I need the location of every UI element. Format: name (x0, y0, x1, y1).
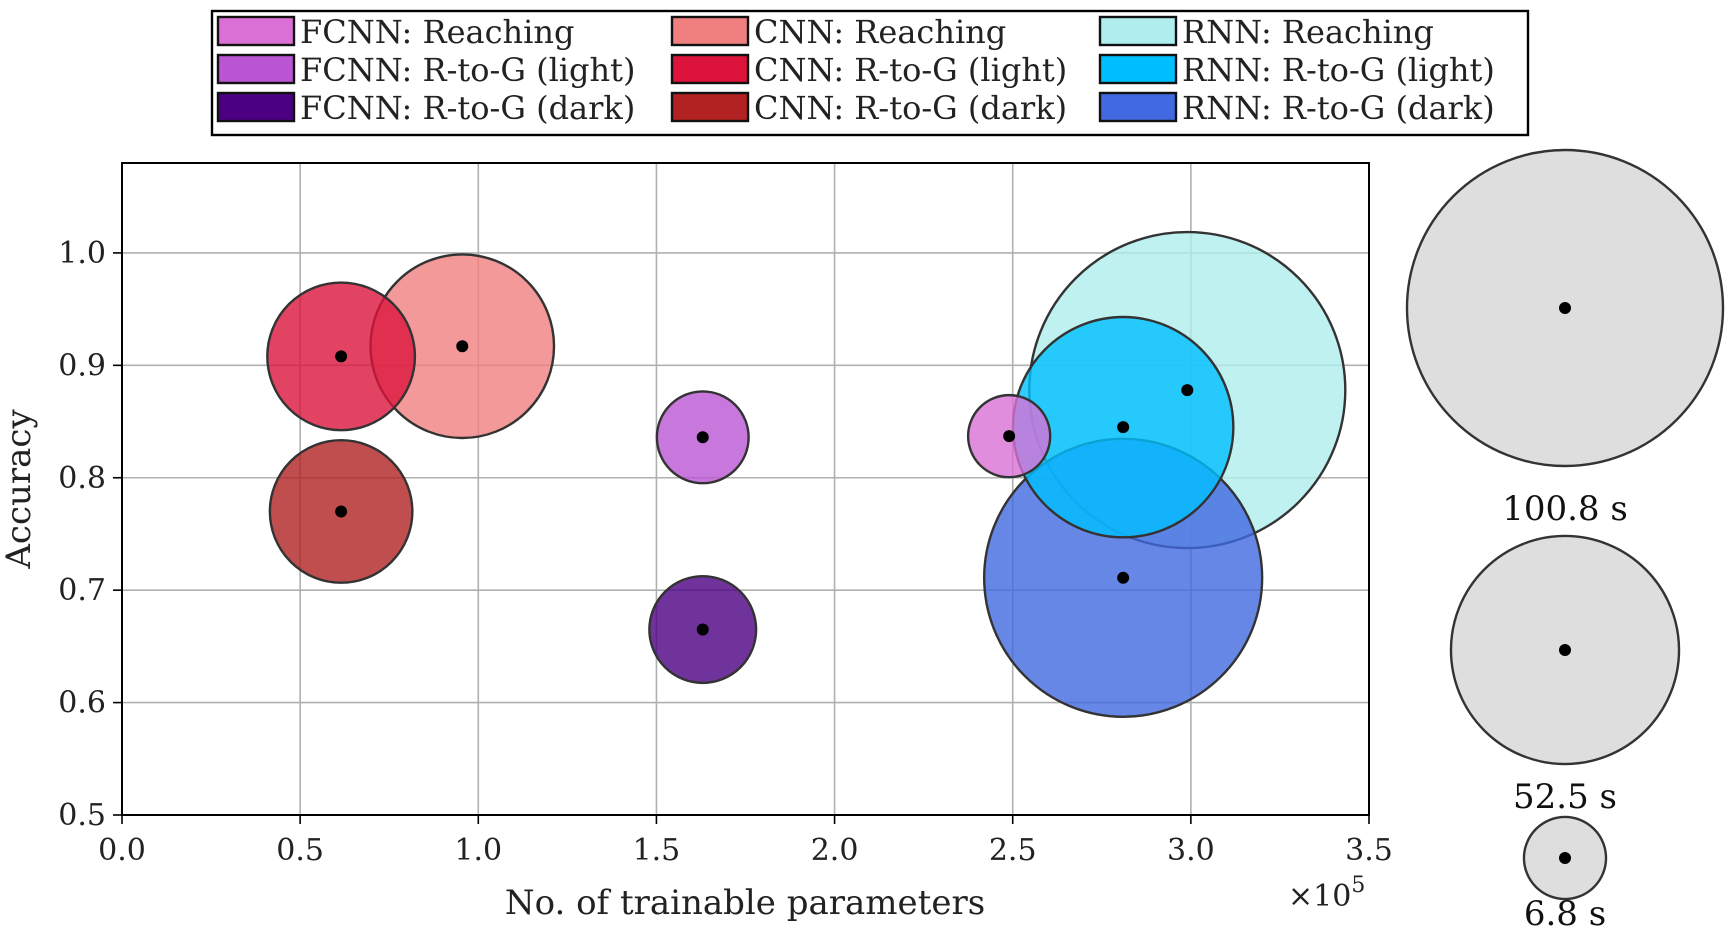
center-dot-cnn-r-to-g-light (335, 350, 348, 363)
legend-swatch (670, 53, 750, 85)
center-dot-fcnn-r-to-g-light (696, 431, 709, 444)
legend-item: CNN: Reaching (670, 13, 1006, 51)
center-dot-fcnn-r-to-g-dark (696, 623, 709, 636)
legend-item: CNN: R-to-G (light) (670, 51, 1067, 89)
x-axis-title: No. of trainable parameters (505, 883, 985, 923)
legend-item: FCNN: R-to-G (light) (216, 51, 635, 89)
x-axis-ticks: 0.0 0.5 1.0 1.5 2.0 2.5 3.0 3.5 (98, 815, 1393, 868)
y-tick-label: 0.5 (58, 798, 106, 833)
size-reference-label: 52.5 s (1513, 777, 1617, 817)
size-reference-dot (1559, 852, 1571, 864)
legend-swatch (670, 15, 750, 47)
legend-item: RNN: Reaching (1098, 13, 1434, 51)
size-legend-item: 52.5 s (1449, 534, 1681, 817)
legend-item: CNN: R-to-G (dark) (670, 89, 1067, 127)
center-dot-cnn-reaching (456, 340, 469, 353)
center-dot-rnn-r-to-g-dark (1117, 571, 1130, 584)
size-reference-label: 6.8 s (1524, 894, 1606, 933)
legend-label: RNN: Reaching (1182, 13, 1434, 51)
size-reference-label: 100.8 s (1502, 489, 1628, 529)
x-tick-label: 3.0 (1167, 833, 1215, 868)
y-tick-label: 0.6 (58, 686, 106, 721)
x-tick-label: 1.0 (454, 833, 502, 868)
legend-swatch (670, 91, 750, 123)
legend-item: FCNN: R-to-G (dark) (216, 89, 635, 127)
legend-swatch (216, 15, 296, 47)
size-legend: 100.8 s 52.5 s 6.8 s (1405, 148, 1725, 933)
size-reference-dot (1559, 302, 1571, 314)
bubbles (266, 230, 1347, 718)
x-tick-label: 3.5 (1345, 833, 1393, 868)
x-tick-label: 0.0 (98, 833, 146, 868)
size-legend-item: 6.8 s (1522, 815, 1608, 933)
legend-frame (210, 9, 1530, 137)
legend-swatch (1098, 91, 1178, 123)
legend-swatch (216, 91, 296, 123)
x-tick-label: 2.0 (811, 833, 859, 868)
x-tick-label: 1.5 (633, 833, 681, 868)
center-dot-rnn-reaching (1181, 384, 1194, 397)
legend-label: CNN: R-to-G (light) (754, 51, 1067, 89)
y-axis-ticks: 0.5 0.6 0.7 0.8 0.9 1.0 (58, 236, 122, 833)
center-dot-rnn-r-to-g-light (1117, 421, 1130, 434)
legend-item: RNN: R-to-G (light) (1098, 51, 1495, 89)
y-tick-label: 1.0 (58, 236, 106, 271)
legend-item: RNN: R-to-G (dark) (1098, 89, 1495, 127)
size-reference-dot (1559, 644, 1571, 656)
size-legend-item: 100.8 s (1405, 148, 1725, 529)
y-tick-label: 0.7 (58, 573, 106, 608)
plot-frame (121, 162, 1370, 816)
legend-label: RNN: R-to-G (light) (1182, 51, 1495, 89)
plot-area: 0.0 0.5 1.0 1.5 2.0 2.5 3.0 3.5 0.50.60.70.80.9… (58, 162, 1393, 868)
y-tick-label: 0.8 (58, 461, 106, 496)
legend-swatch (1098, 15, 1178, 47)
legend-label: FCNN: R-to-G (light) (300, 51, 635, 89)
legend-label: RNN: R-to-G (dark) (1182, 89, 1495, 127)
legend-label: FCNN: R-to-G (dark) (300, 89, 635, 127)
center-dot-fcnn-reaching (1003, 430, 1016, 443)
y-axis-title: Accuracy (0, 409, 39, 570)
legend-swatch (1098, 53, 1178, 85)
x-axis-multiplier-exponent: 5 (1351, 873, 1365, 898)
legend-label: CNN: R-to-G (dark) (754, 89, 1067, 127)
x-tick-label: 2.5 (989, 833, 1037, 868)
x-tick-label: 0.5 (276, 833, 324, 868)
legend-swatch (216, 53, 296, 85)
y-tick-label: 0.9 (58, 348, 106, 383)
legend-label: FCNN: Reaching (300, 13, 574, 51)
x-axis-multiplier: ×105 (1288, 873, 1365, 914)
x-axis-multiplier-base: ×10 (1288, 879, 1351, 914)
legend-item: FCNN: Reaching (216, 13, 574, 51)
legend-label: CNN: Reaching (754, 13, 1006, 51)
center-dot-cnn-r-to-g-dark (335, 505, 348, 518)
